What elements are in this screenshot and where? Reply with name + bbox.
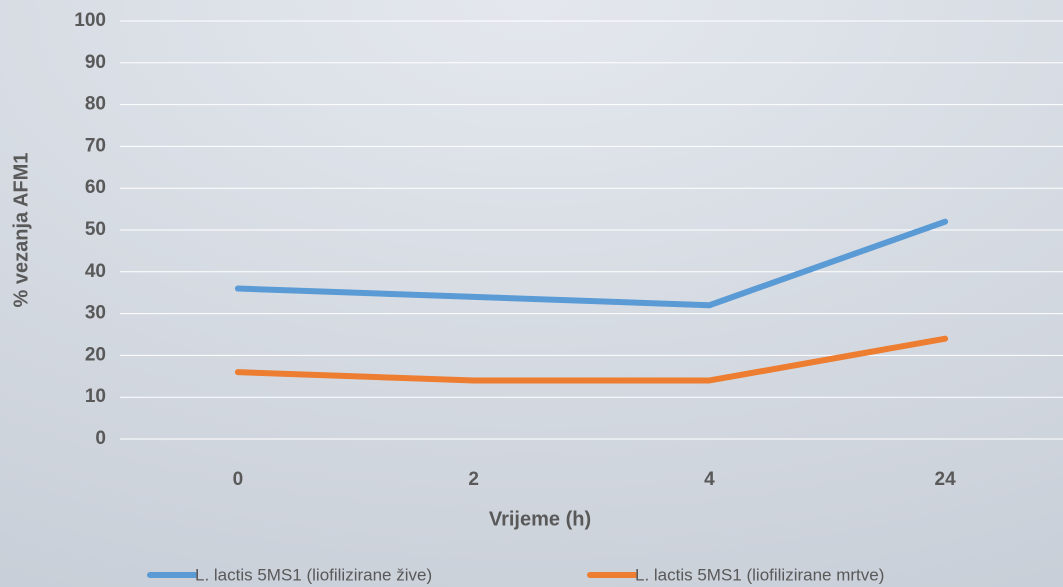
x-axis-label: Vrijeme (h) xyxy=(489,508,591,530)
y-tick-label: 30 xyxy=(85,303,106,324)
y-tick-label: 50 xyxy=(85,219,106,240)
series-line xyxy=(234,218,949,309)
y-tick-label: 0 xyxy=(95,428,106,449)
x-tick-label: 0 xyxy=(233,469,244,490)
y-tick-label: 70 xyxy=(85,135,106,156)
legend-label: L. lactis 5MS1 (liofilizirane žive) xyxy=(195,565,432,584)
x-tick-label: 24 xyxy=(935,469,957,490)
legend-label: L. lactis 5MS1 (liofilizirane mrtve) xyxy=(635,565,884,584)
y-tick-label: 20 xyxy=(85,344,106,365)
x-tick-label: 4 xyxy=(704,469,715,490)
y-axis-label: % vezanja AFM1 xyxy=(10,153,32,308)
series-line xyxy=(234,335,949,384)
y-tick-label: 10 xyxy=(85,386,106,407)
y-tick-label: 90 xyxy=(85,52,106,73)
y-tick-label: 60 xyxy=(85,177,106,198)
y-tick-label: 100 xyxy=(74,10,106,31)
y-tick-label: 40 xyxy=(85,261,106,282)
y-tick-label: 80 xyxy=(85,94,106,115)
x-tick-label: 2 xyxy=(468,469,479,490)
